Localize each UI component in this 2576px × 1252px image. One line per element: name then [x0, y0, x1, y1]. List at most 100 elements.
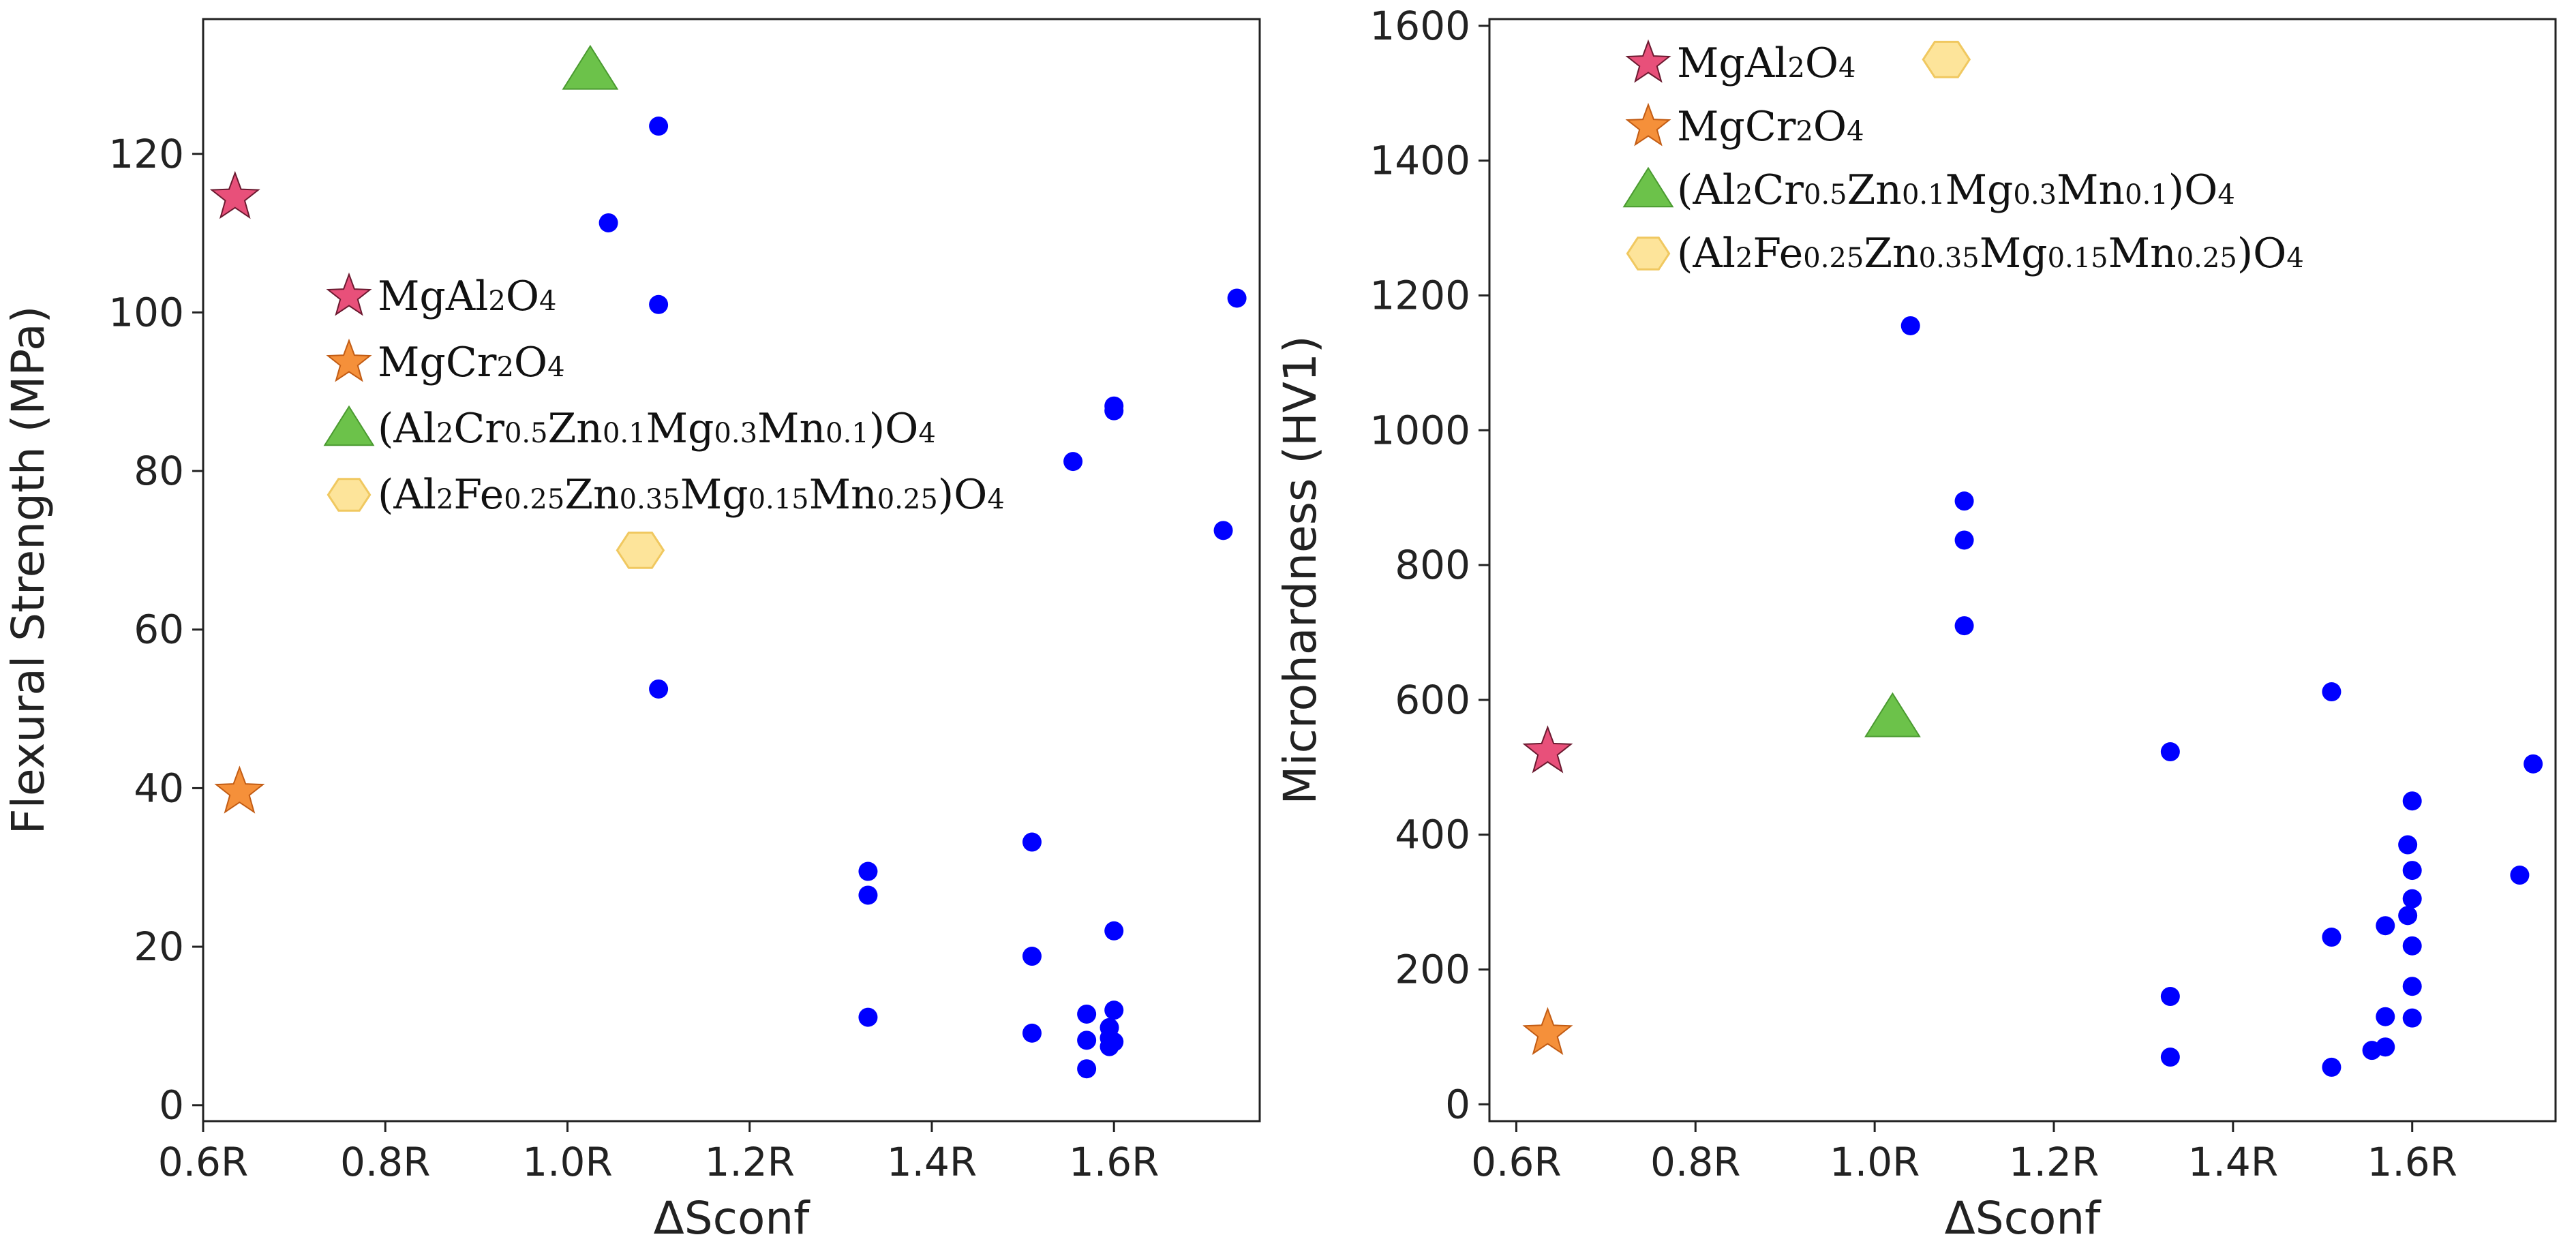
- data-point: [1104, 1032, 1124, 1052]
- y-tick-label: 40: [134, 765, 184, 811]
- flexural-strength-panel: 0.6R 0.8R 1.0R 1.2R 1.4R 1.6R 0 20 40 60 80 100 120 Δ…: [2, 18, 1261, 1245]
- y-tick-label: 80: [134, 448, 184, 494]
- data-point: [2398, 835, 2418, 855]
- x-tick-label: 0.6R: [158, 1139, 249, 1185]
- x-tick-label: 1.6R: [1069, 1139, 1160, 1185]
- data-point: [1022, 947, 1042, 966]
- data-point: [1063, 452, 1083, 472]
- legend-marker: [327, 478, 372, 512]
- data-point: [858, 1007, 878, 1027]
- x-axis-title: ΔSconf: [654, 1192, 811, 1245]
- legend-marker: [1626, 236, 1671, 271]
- data-point: [2402, 791, 2422, 811]
- marker--al2fe0-25zn0-35mg0-15mn0-25-o4: [1922, 40, 1971, 78]
- data-point: [2398, 906, 2418, 926]
- microhardness-panel: 0.6R 0.8R 1.0R 1.2R 1.4R 1.6R 0 200 400 600 800 100…: [1274, 3, 2557, 1245]
- y-tick-label: 1400: [1369, 138, 1470, 184]
- y-tick-label: 600: [1395, 677, 1470, 723]
- x-tick-label: 1.2R: [2009, 1139, 2100, 1185]
- data-point: [1104, 401, 1124, 421]
- marker-mgcr2o4: [214, 765, 265, 814]
- x-axis-title: ΔSconf: [1945, 1192, 2102, 1245]
- legend-label: (Al2Fe0.25Zn0.35Mg0.15Mn0.25)O4: [378, 471, 1005, 519]
- data-point: [1954, 616, 1974, 636]
- legend-marker: [326, 338, 372, 382]
- y-tick-label: 200: [1395, 946, 1470, 992]
- data-point: [2322, 928, 2342, 947]
- legend-label: MgCr2O4: [1677, 103, 1864, 151]
- x-tick-label: 1.4R: [2188, 1139, 2279, 1185]
- marker-mgal2o4: [209, 170, 260, 219]
- data-point: [598, 213, 618, 232]
- y-axis-title: Flexural Strength (MPa): [2, 306, 55, 835]
- x-tick-label: 0.6R: [1471, 1139, 1562, 1185]
- y-tick-label: 100: [108, 289, 184, 335]
- y-axis-title: Microhardness (HV1): [1274, 335, 1327, 804]
- x-tick-label: 0.8R: [1650, 1139, 1741, 1185]
- data-point: [649, 679, 669, 699]
- x-tick-label: 1.0R: [1830, 1139, 1920, 1185]
- plot-frame: [202, 18, 1261, 1123]
- data-point: [2376, 916, 2395, 936]
- y-tick-label: 20: [134, 923, 184, 970]
- data-point: [1213, 521, 1233, 540]
- data-point: [2160, 742, 2180, 762]
- legend-marker: [1625, 102, 1671, 147]
- data-point: [2402, 1008, 2422, 1028]
- data-point: [1022, 1023, 1042, 1043]
- y-tick-label: 800: [1395, 542, 1470, 588]
- data-point: [2524, 754, 2543, 774]
- data-point: [858, 885, 878, 905]
- data-point: [1954, 491, 1974, 511]
- data-point: [649, 117, 669, 136]
- y-tick-label: 0: [159, 1082, 184, 1129]
- data-point: [2402, 936, 2422, 956]
- x-tick-label: 0.8R: [340, 1139, 431, 1185]
- x-tick-label: 1.0R: [522, 1139, 613, 1185]
- data-point: [2160, 987, 2180, 1007]
- marker-mgal2o4: [1522, 725, 1573, 774]
- y-tick-label: 400: [1395, 812, 1470, 858]
- x-tick-label: 1.6R: [2367, 1139, 2457, 1185]
- legend-label: MgAl2O4: [378, 273, 556, 320]
- legend-marker: [323, 405, 375, 446]
- data-point: [1077, 1030, 1097, 1050]
- legend-label: (Al2Cr0.5Zn0.1Mg0.3Mn0.1)O4: [1677, 166, 2235, 214]
- data-point: [1077, 1059, 1097, 1079]
- legend-label: (Al2Cr0.5Zn0.1Mg0.3Mn0.1)O4: [378, 405, 936, 453]
- data-point: [2402, 861, 2422, 881]
- data-point: [1900, 316, 1920, 335]
- marker--al2cr0-5zn0-1mg0-3mn0-1-o4: [1864, 692, 1921, 737]
- marker-mgcr2o4: [1522, 1007, 1573, 1055]
- marker--al2cr0-5zn0-1mg0-3mn0-1-o4: [562, 44, 619, 90]
- data-point: [2322, 682, 2342, 702]
- legend-marker: [1625, 39, 1671, 83]
- data-point: [649, 294, 669, 314]
- data-point: [1227, 288, 1247, 308]
- data-point: [2402, 889, 2422, 909]
- legend-marker: [1622, 166, 1674, 208]
- data-point: [2376, 1007, 2395, 1026]
- data-point: [1104, 1001, 1124, 1020]
- marker--al2fe0-25zn0-35mg0-15mn0-25-o4: [616, 532, 665, 569]
- y-tick-label: 0: [1445, 1081, 1470, 1127]
- data-point: [2376, 1037, 2395, 1057]
- legend-label: MgCr2O4: [378, 339, 565, 386]
- data-point: [1954, 530, 1974, 550]
- x-tick-label: 1.4R: [887, 1139, 978, 1185]
- legend-label: MgAl2O4: [1677, 40, 1855, 87]
- data-point: [2160, 1048, 2180, 1067]
- legend-label: (Al2Fe0.25Zn0.35Mg0.15Mn0.25)O4: [1677, 230, 2304, 277]
- data-point: [1022, 832, 1042, 852]
- plot-frame: [1488, 18, 2557, 1123]
- data-point: [2402, 977, 2422, 996]
- legend-marker: [326, 272, 372, 316]
- y-tick-label: 1600: [1369, 3, 1470, 49]
- data-point: [2510, 866, 2530, 885]
- y-tick-label: 1200: [1369, 272, 1470, 318]
- y-tick-label: 60: [134, 607, 184, 653]
- y-tick-label: 120: [108, 131, 184, 177]
- data-point: [2322, 1057, 2342, 1077]
- data-point: [1104, 921, 1124, 941]
